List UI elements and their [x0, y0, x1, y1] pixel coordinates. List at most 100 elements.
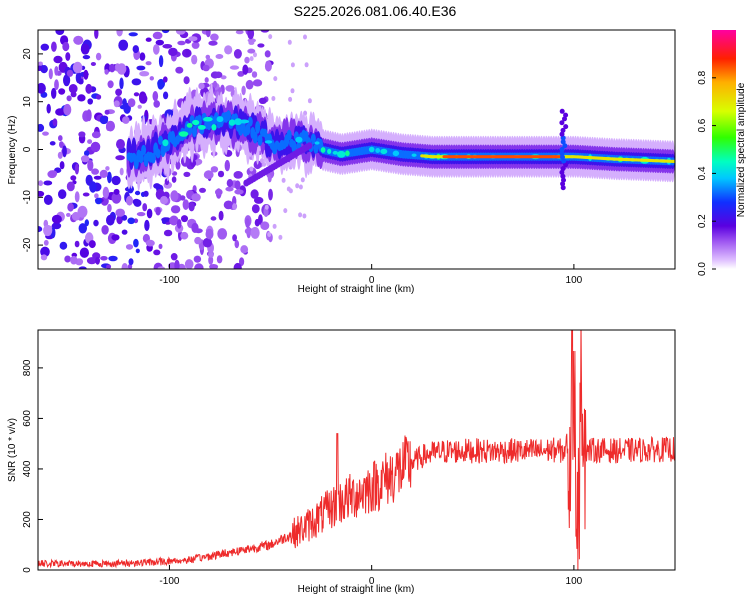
spectrogram-noise-blob — [131, 78, 142, 86]
spectrogram-spike-cell — [560, 154, 565, 160]
spectrogram-noise-blob — [145, 37, 152, 42]
spectrogram-noise-blob — [78, 131, 86, 138]
spectrogram-noise-blob — [257, 43, 265, 48]
spectrogram-noise-blob — [93, 219, 99, 227]
spectrogram-noise-blob — [153, 249, 161, 256]
spectrogram-noise-blob — [72, 61, 83, 74]
spectrogram-noise-blob — [258, 214, 263, 225]
spectrogram-ridge-knot — [345, 150, 350, 157]
spectrogram-noise-blob — [288, 96, 293, 102]
spectrogram-noise-blob — [281, 177, 286, 183]
spectrogram-noise-blob — [268, 34, 273, 40]
spectrogram-noise-blob — [54, 66, 59, 76]
spectrogram-noise-blob — [40, 65, 48, 74]
spectrogram-noise-blob — [208, 255, 214, 265]
spectrogram-noise-blob — [96, 94, 102, 100]
spectrogram-noise-blob — [183, 171, 191, 177]
spectrogram-noise-blob — [188, 202, 195, 212]
spectrogram-noise-blob — [119, 167, 124, 176]
spectrogram-noise-blob — [115, 155, 125, 161]
spectrogram-noise-blob — [215, 188, 223, 196]
spectrogram-noise-blob — [91, 131, 101, 139]
y-tick-label: -10 — [22, 190, 33, 205]
spectrogram-noise-blob — [171, 176, 177, 183]
spectrogram-noise-blob — [235, 30, 244, 35]
snr-xlabel: Height of straight line (km) — [298, 584, 415, 595]
spectrogram-noise-blob — [119, 77, 124, 90]
spectrogram-spike-cell — [563, 112, 569, 118]
spectrogram-noise-blob — [298, 184, 303, 190]
spectrogram-noise-blob — [48, 68, 53, 80]
spectrogram-ridge-cell — [252, 131, 258, 144]
spectrogram-noise-blob — [90, 62, 96, 66]
spectrogram-noise-blob — [290, 62, 295, 68]
spectrogram-noise-blob — [64, 255, 71, 263]
spectrogram-noise-blob — [74, 191, 80, 203]
spectrogram-noise-blob — [286, 186, 291, 192]
colorbar-tick-label: 0.8 — [697, 70, 708, 84]
spectrogram-noise-blob — [115, 208, 125, 217]
spectrogram-noise-blob — [78, 223, 88, 234]
spectrogram-noise-blob — [111, 175, 121, 186]
spectrogram-noise-blob — [249, 166, 254, 172]
spectrogram-noise-blob — [118, 39, 129, 51]
spectrogram-ridge-knot — [332, 150, 338, 155]
spectrogram-ridge-cell — [192, 125, 197, 138]
spectrogram-noise-blob — [142, 203, 148, 212]
spectrogram-noise-blob — [234, 189, 244, 195]
spectrogram-noise-blob — [191, 193, 201, 202]
spectrogram-noise-blob — [113, 188, 120, 195]
spectrogram-noise-blob — [232, 234, 238, 242]
spectrogram-noise-blob — [66, 212, 71, 217]
spectrogram-noise-blob — [88, 240, 96, 249]
spectrogram-noise-blob — [53, 55, 63, 64]
spectrogram-noise-blob — [175, 30, 186, 35]
colorbar-ticks: 0.0 0.2 0.4 0.6 0.8 — [697, 70, 716, 276]
spectrogram-noise-blob — [46, 103, 51, 114]
spectrogram-noise-blob — [145, 239, 155, 247]
spectrogram-noise-blob — [217, 228, 228, 240]
spectrogram-noise-blob — [260, 221, 270, 230]
spectrogram-noise-blob — [49, 170, 58, 177]
spectrogram-ridge-cell — [310, 133, 316, 145]
spectrogram-noise-blob — [205, 54, 211, 60]
spectrogram-noise-blob — [80, 43, 90, 55]
spectrogram-noise-blob — [161, 30, 170, 34]
spectrogram-noise-blob — [152, 91, 159, 102]
colorbar-label: Normalized spectral amplitude — [736, 82, 747, 217]
spectrogram-noise-blob — [245, 79, 254, 90]
spectrogram-noise-blob — [40, 43, 49, 51]
spectrogram-noise-blob — [247, 48, 256, 54]
spectrogram-noise-blob — [55, 108, 66, 116]
x-tick-label: 0 — [369, 576, 375, 587]
spectrogram-ridge-cell — [158, 135, 163, 145]
spectrogram-noise-blob — [85, 83, 93, 94]
spectrogram-noise-blob — [264, 204, 269, 210]
spectrogram-ridge-knot — [375, 148, 381, 153]
spectrogram-spike-cell — [559, 108, 565, 114]
spectrogram-noise-blob — [194, 263, 204, 269]
spectrogram-noise-blob — [290, 88, 295, 94]
spectrogram-noise-blob — [111, 234, 120, 241]
spectrogram-noise-blob — [190, 159, 197, 168]
colorbar-tick-label: 0.0 — [697, 262, 708, 276]
spectrogram-spike-cell — [562, 116, 567, 122]
spectrogram-noise-blob — [260, 30, 270, 33]
spectrogram-noise-blob — [62, 145, 67, 158]
spectrogram-noise-blob — [300, 177, 305, 183]
spectrogram-ridge-knot — [234, 118, 243, 126]
spectrogram-noise-blob — [99, 116, 109, 125]
spectrogram-noise-blob — [70, 175, 77, 181]
spectrogram-noise-blob — [122, 116, 130, 124]
spectrogram-noise-blob — [283, 208, 288, 214]
spectrogram-noise-blob — [116, 139, 125, 150]
spectrogram-noise-blob — [153, 44, 160, 55]
spectrogram-noise-blob — [87, 159, 94, 172]
spectrogram-noise-blob — [163, 229, 173, 237]
spectrogram-noise-blob — [198, 82, 205, 90]
spectrogram-ridge-knot — [314, 141, 320, 145]
snr-ylabel: SNR (10 * v/v) — [7, 418, 18, 482]
snr-frame — [37, 329, 676, 571]
spectrogram-spike-cell — [560, 166, 566, 172]
